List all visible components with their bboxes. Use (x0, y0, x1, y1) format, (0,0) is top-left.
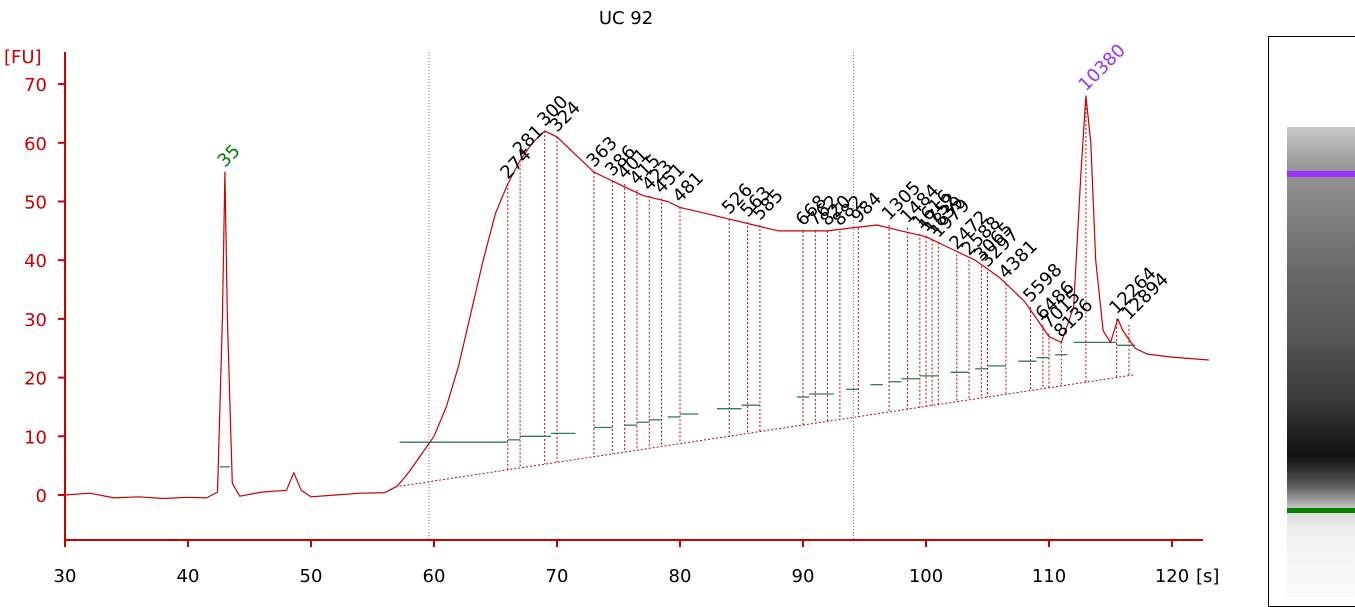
x-tick-label: 90 (792, 566, 815, 587)
signal-trace (64, 95, 1209, 500)
x-axis-label: [s] (1196, 566, 1219, 587)
y-axis-label: [FU] (4, 47, 42, 68)
region-lines (428, 52, 854, 540)
x-tick-label: 40 (177, 566, 200, 587)
gel-lane (1287, 127, 1355, 597)
x-tick-label: 50 (300, 566, 323, 587)
gel-image (1268, 36, 1355, 607)
x-tick-label: 30 (54, 566, 77, 587)
peak-label: 10380 (1075, 40, 1130, 95)
y-tick-label: 70 (24, 75, 47, 96)
trace (64, 95, 1209, 500)
y-tick-label: 20 (24, 369, 47, 390)
y-tick-label: 60 (24, 134, 47, 155)
x-tick-label: 80 (669, 566, 692, 587)
axes: 0 10 20 30 40 50 60 70 30 40 50 60 70 80 90 100 110 120 (24, 52, 1203, 587)
lower-marker-band (1287, 508, 1355, 513)
y-tick-label: 0 (36, 486, 47, 507)
y-tick-label: 30 (24, 310, 47, 331)
x-tick-label: 110 (1032, 566, 1066, 587)
x-tick-label: 100 (909, 566, 943, 587)
y-tick-label: 10 (24, 427, 47, 448)
x-tick-label: 120 (1155, 566, 1189, 587)
baseline-segments (219, 95, 1136, 487)
peak-label: 35 (214, 141, 245, 172)
sloped-baseline (399, 374, 1136, 487)
upper-marker-band (1287, 171, 1355, 177)
electropherogram-chart: UC 92 [FU] [s] 0 10 20 30 40 50 60 70 30 40 50 60 70… (4, 8, 1219, 587)
y-tick-label: 40 (24, 251, 47, 272)
y-tick-label: 50 (24, 193, 47, 214)
chart-title: UC 92 (599, 8, 653, 29)
x-tick-label: 70 (546, 566, 569, 587)
x-tick-label: 60 (423, 566, 446, 587)
